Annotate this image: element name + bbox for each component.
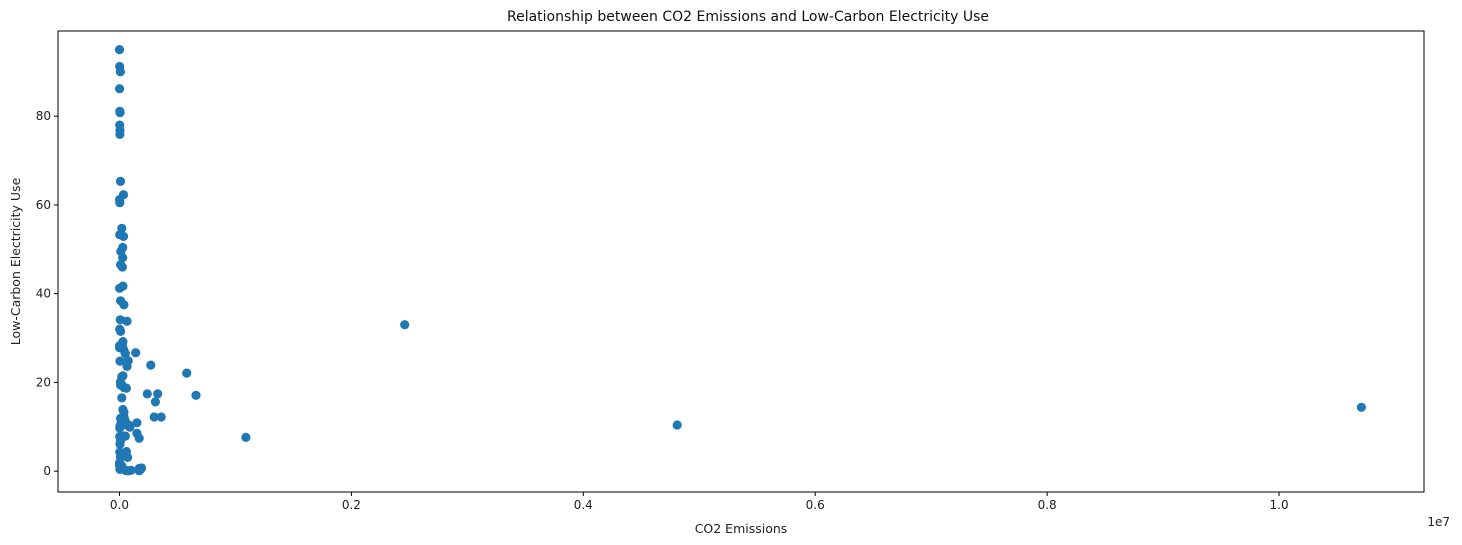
data-point xyxy=(116,260,126,270)
points-layer xyxy=(114,45,1366,476)
data-point xyxy=(122,316,132,326)
data-point xyxy=(672,420,682,430)
data-point xyxy=(115,230,125,240)
data-point xyxy=(116,326,126,336)
data-point xyxy=(115,84,125,94)
x-tick-label: 0.8 xyxy=(1038,498,1057,512)
data-point xyxy=(115,108,125,118)
data-point xyxy=(150,397,160,407)
data-point xyxy=(115,343,125,353)
data-point xyxy=(115,176,126,186)
data-point xyxy=(115,464,125,474)
y-tick-label: 60 xyxy=(36,198,51,212)
data-point xyxy=(120,349,130,359)
y-tick-label: 80 xyxy=(36,109,51,123)
data-point xyxy=(400,320,410,330)
data-point xyxy=(1356,402,1366,412)
y-tick-label: 0 xyxy=(43,464,51,478)
x-tick-label: 0.2 xyxy=(342,498,361,512)
data-point xyxy=(116,296,126,306)
data-point xyxy=(120,431,130,441)
data-point xyxy=(134,466,144,476)
data-point xyxy=(126,465,136,475)
x-tick-label: 0.6 xyxy=(806,498,825,512)
data-point xyxy=(116,413,126,423)
data-point xyxy=(115,129,125,139)
x-axis-ticks: 0.0 0.2 0.4 0.6 0.8 1.0 xyxy=(110,492,1289,512)
data-point xyxy=(191,390,201,400)
x-tick-label: 0.4 xyxy=(574,498,593,512)
data-point xyxy=(182,368,192,378)
data-point xyxy=(125,422,135,432)
y-tick-label: 40 xyxy=(36,287,51,301)
data-point xyxy=(122,361,132,371)
data-point xyxy=(156,412,166,422)
y-axis-ticks: 0 20 40 60 80 xyxy=(36,109,58,478)
x-tick-label: 0.0 xyxy=(110,498,129,512)
y-tick-label: 20 xyxy=(36,375,51,389)
data-point xyxy=(115,423,125,433)
data-point xyxy=(142,389,152,399)
data-point xyxy=(114,45,125,55)
data-point xyxy=(115,356,125,366)
x-tick-label: 1.0 xyxy=(1270,498,1289,512)
data-point xyxy=(117,393,127,403)
data-point xyxy=(134,433,144,443)
data-point xyxy=(131,348,141,358)
data-point xyxy=(115,439,125,449)
data-point xyxy=(123,452,133,462)
data-point xyxy=(116,380,126,390)
data-point xyxy=(118,281,128,291)
data-point xyxy=(115,67,125,77)
y-axis-label: Low-Carbon Electricity Use xyxy=(8,177,23,345)
x-axis-offset-label: 1e7 xyxy=(1427,515,1450,529)
data-point xyxy=(241,432,251,442)
data-point xyxy=(149,412,159,422)
x-axis-label: CO2 Emissions xyxy=(695,521,788,536)
data-point xyxy=(118,253,128,263)
data-point xyxy=(115,198,125,208)
plot-area-frame xyxy=(57,30,1425,493)
data-point xyxy=(153,389,163,399)
chart-title: Relationship between CO2 Emissions and L… xyxy=(507,9,989,25)
data-point xyxy=(132,418,142,428)
data-point xyxy=(146,360,156,370)
